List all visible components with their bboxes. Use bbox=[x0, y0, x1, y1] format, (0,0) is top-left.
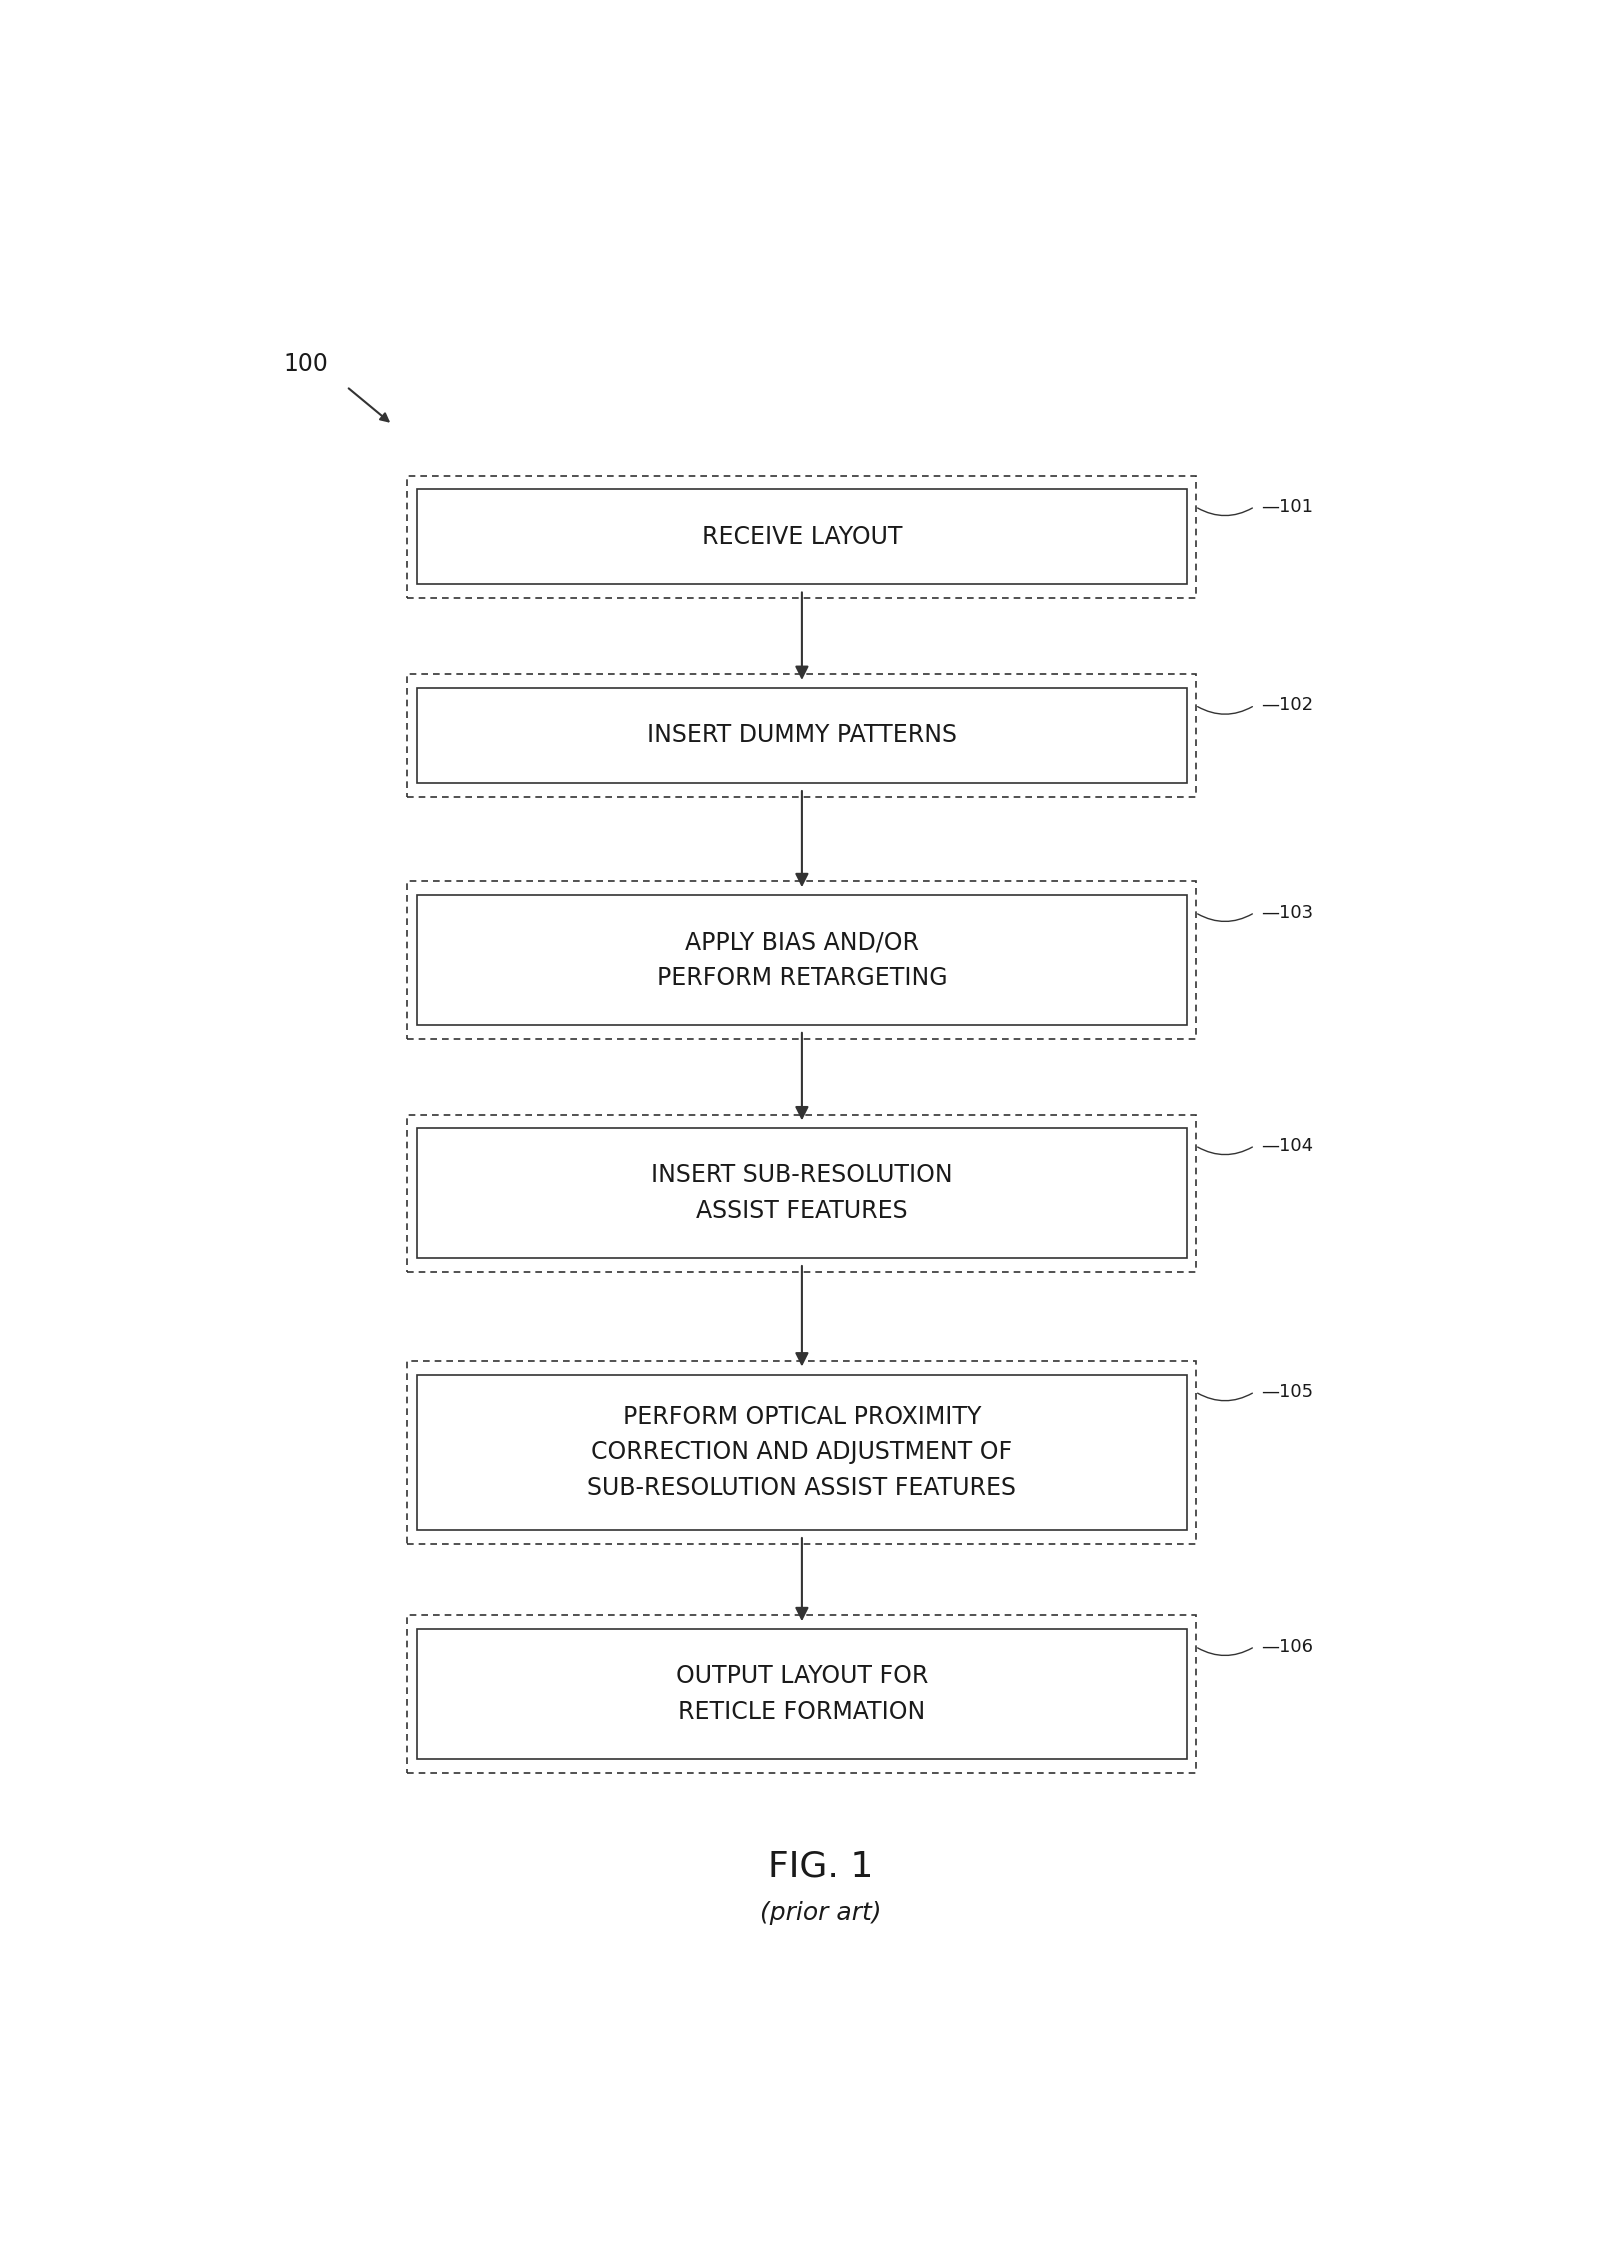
Bar bbox=[407, 881, 1196, 1039]
Bar bbox=[407, 675, 1196, 796]
Text: RECEIVE LAYOUT: RECEIVE LAYOUT bbox=[701, 525, 901, 550]
Text: APPLY BIAS AND/OR
PERFORM RETARGETING: APPLY BIAS AND/OR PERFORM RETARGETING bbox=[656, 931, 948, 989]
Text: OUTPUT LAYOUT FOR
RETICLE FORMATION: OUTPUT LAYOUT FOR RETICLE FORMATION bbox=[676, 1664, 929, 1723]
Text: 100: 100 bbox=[283, 352, 328, 377]
Bar bbox=[418, 895, 1186, 1025]
Text: —104: —104 bbox=[1262, 1137, 1313, 1155]
Bar bbox=[418, 1628, 1186, 1759]
Text: —101: —101 bbox=[1262, 498, 1313, 516]
Text: —102: —102 bbox=[1262, 695, 1313, 713]
Text: —105: —105 bbox=[1262, 1382, 1313, 1402]
Bar bbox=[407, 1362, 1196, 1543]
Text: (prior art): (prior art) bbox=[760, 1902, 881, 1924]
Bar bbox=[418, 1128, 1186, 1258]
Bar bbox=[407, 476, 1196, 599]
Text: FIG. 1: FIG. 1 bbox=[768, 1850, 873, 1884]
Bar bbox=[418, 1375, 1186, 1530]
Text: —103: —103 bbox=[1262, 904, 1313, 922]
Bar bbox=[407, 1115, 1196, 1272]
Text: PERFORM OPTICAL PROXIMITY
CORRECTION AND ADJUSTMENT OF
SUB-RESOLUTION ASSIST FEA: PERFORM OPTICAL PROXIMITY CORRECTION AND… bbox=[588, 1404, 1017, 1501]
Text: INSERT SUB-RESOLUTION
ASSIST FEATURES: INSERT SUB-RESOLUTION ASSIST FEATURES bbox=[652, 1164, 953, 1222]
Text: —106: —106 bbox=[1262, 1637, 1313, 1655]
Bar bbox=[407, 1615, 1196, 1772]
Text: INSERT DUMMY PATTERNS: INSERT DUMMY PATTERNS bbox=[647, 724, 957, 747]
Bar bbox=[418, 489, 1186, 585]
Bar bbox=[418, 689, 1186, 783]
